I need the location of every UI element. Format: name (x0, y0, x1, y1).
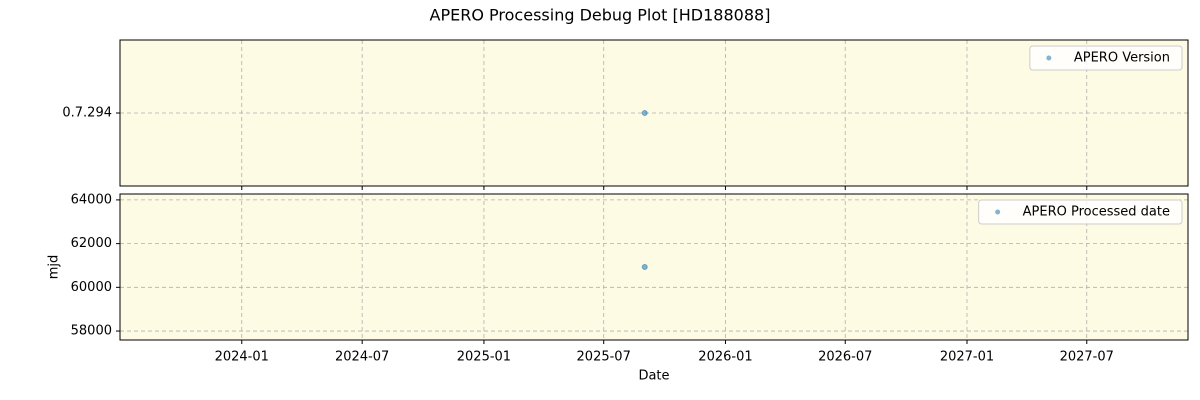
x-axis-label: Date (638, 369, 669, 384)
x-tick-label: 2024-07 (335, 350, 389, 365)
y-axis-label: mjd (47, 255, 62, 280)
x-tick-label: 2024-01 (215, 350, 269, 365)
data-point (641, 264, 648, 270)
y-tick-label: 58000 (71, 324, 112, 339)
plot-frame (119, 193, 1189, 341)
legend: APERO Version (1029, 45, 1183, 71)
x-tick-label: 2025-07 (577, 350, 631, 365)
plot-frame (119, 39, 1189, 187)
x-tick-label: 2027-01 (940, 350, 994, 365)
legend-marker (1046, 55, 1052, 61)
legend-box (1029, 45, 1183, 71)
legend-box (978, 199, 1183, 225)
figure-title: APERO Processing Debug Plot [HD188088] (430, 6, 771, 25)
data-point (641, 110, 648, 116)
legend-label: APERO Processed date (1023, 205, 1170, 220)
y-tick-label: 60000 (71, 280, 112, 295)
x-tick-label: 2026-01 (698, 350, 752, 365)
legend: APERO Processed date (978, 199, 1183, 225)
y-tick-label: 62000 (71, 236, 112, 251)
y-tick-label: 64000 (71, 192, 112, 207)
y-tick-label: 0.7.294 (62, 106, 112, 121)
legend-marker (995, 209, 1001, 215)
x-tick-label: 2025-01 (457, 350, 511, 365)
x-tick-label: 2026-07 (818, 350, 872, 365)
legend-label: APERO Version (1074, 51, 1170, 66)
x-tick-label: 2027-07 (1060, 350, 1114, 365)
